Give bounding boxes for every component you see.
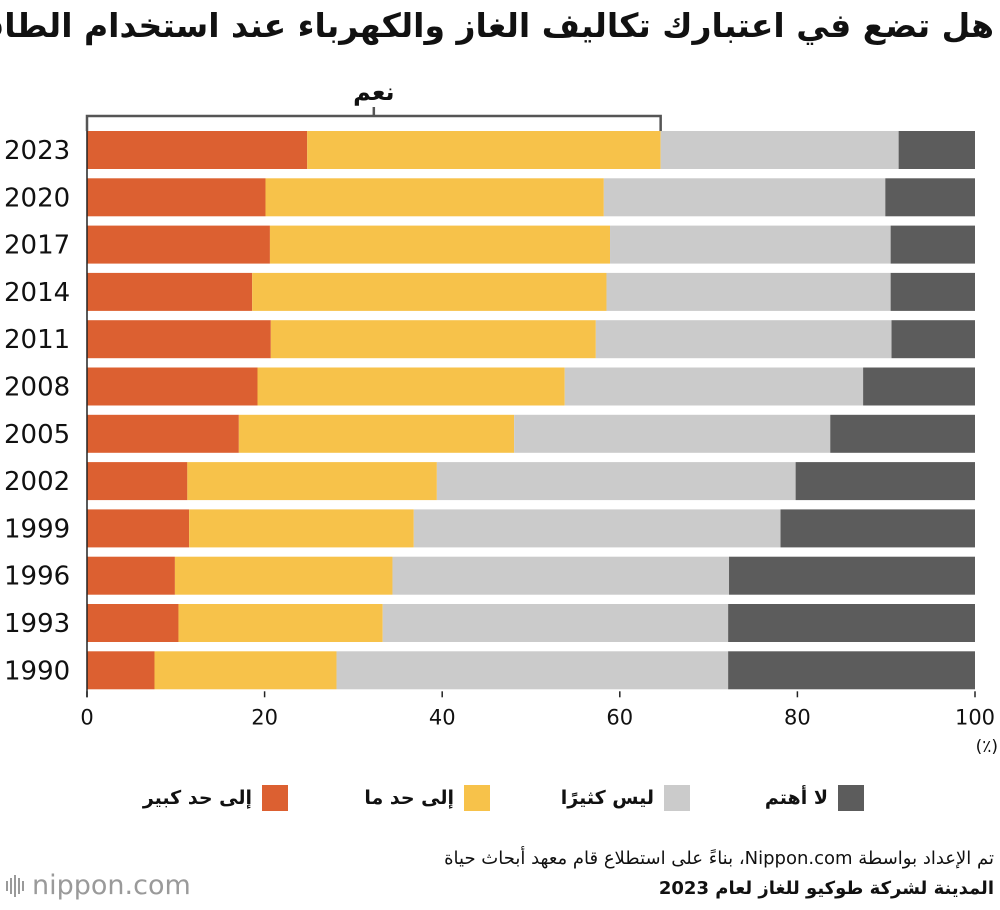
bar-segment xyxy=(87,178,266,217)
legend-item: إلى حد كبير xyxy=(143,780,288,816)
y-category-label: 2017 xyxy=(4,231,70,261)
bar-segment xyxy=(87,367,258,406)
bar-segment xyxy=(595,320,892,359)
bar-segment xyxy=(891,320,975,359)
nippon-logo: nippon.com xyxy=(6,870,191,901)
bar-segment xyxy=(87,320,271,359)
bar-segment xyxy=(728,651,975,690)
bar-segment xyxy=(514,414,831,453)
bar-segment xyxy=(189,509,414,548)
y-category-label: 2020 xyxy=(4,183,70,213)
y-category-label: 1993 xyxy=(4,609,70,639)
y-category-label: 2014 xyxy=(4,278,70,308)
x-tick-label: 40 xyxy=(429,705,456,729)
bar-segment xyxy=(178,604,383,642)
bar-segment xyxy=(87,462,188,501)
source-note: تم الإعداد بواسطة Nippon.com، بناءً على … xyxy=(294,844,994,904)
bar-segment xyxy=(830,414,975,453)
y-category-label: 2023 xyxy=(4,136,70,166)
y-category-label: 2002 xyxy=(4,467,70,497)
y-category-label: 2011 xyxy=(4,325,70,355)
bar-segment xyxy=(795,462,975,501)
yes-bracket-label: نعم xyxy=(353,78,394,106)
bar-segment xyxy=(603,178,886,217)
bar-segment xyxy=(87,509,190,548)
bar-segment xyxy=(728,604,975,642)
bar-segment xyxy=(87,556,175,595)
x-tick-label: 100 xyxy=(955,705,995,729)
bar-segment xyxy=(863,367,975,406)
x-tick-label: 20 xyxy=(251,705,278,729)
bar-segment xyxy=(87,604,179,642)
logo-mark-icon xyxy=(6,874,26,897)
bar-segment xyxy=(87,131,308,169)
bar-segment xyxy=(87,225,270,264)
stacked-bar-chart: 0 20 40 60 80 100 (٪) 2023 2020 2017 2014 2011 2008 2… xyxy=(4,78,998,757)
source-line-1: تم الإعداد بواسطة Nippon.com، بناءً على … xyxy=(444,848,994,869)
bar-segment xyxy=(336,651,729,690)
bar-segment xyxy=(270,320,596,359)
bar-segment xyxy=(729,556,975,595)
y-category-label: 1990 xyxy=(4,656,70,686)
bar-segment xyxy=(87,414,239,453)
bar-segment xyxy=(660,131,899,169)
bar-segment xyxy=(252,272,607,311)
bar-segment xyxy=(154,651,337,690)
legend-swatch xyxy=(262,785,288,811)
legend-label: إلى حد ما xyxy=(364,787,454,809)
bar-segment xyxy=(392,556,730,595)
x-tick-label: 80 xyxy=(784,705,811,729)
y-category-label: 2008 xyxy=(4,373,70,403)
bar-segment xyxy=(238,414,515,453)
bar-segment xyxy=(610,225,891,264)
chart-title: هل تضع في اعتبارك تكاليف الغاز والكهرباء… xyxy=(0,6,994,45)
bar-segment xyxy=(87,272,253,311)
bar-segment xyxy=(436,462,796,501)
logo-text: nippon.com xyxy=(32,870,191,901)
bar-segment xyxy=(564,367,864,406)
bar-segment xyxy=(382,604,729,642)
bar-segment xyxy=(269,225,611,264)
bar-segment xyxy=(885,178,975,217)
source-line-2: المدينة لشركة طوكيو للغاز لعام 2023 xyxy=(658,878,994,899)
yes-bracket xyxy=(85,114,662,131)
legend-swatch xyxy=(464,785,490,811)
x-tick-label: 60 xyxy=(606,705,633,729)
legend-label: إلى حد كبير xyxy=(142,787,252,809)
bar-segment xyxy=(413,509,781,548)
bar-segment xyxy=(606,272,891,311)
bar-segment xyxy=(174,556,393,595)
bar-segment xyxy=(265,178,604,217)
legend-item: إلى حد ما xyxy=(364,780,490,816)
legend-swatch xyxy=(838,785,864,811)
x-axis-unit-label: (٪) xyxy=(976,737,998,757)
bar-segment xyxy=(307,131,661,169)
legend-label: لا أهتم xyxy=(764,787,828,809)
bar-segment xyxy=(890,225,975,264)
bar-segment xyxy=(890,272,975,311)
legend-swatch xyxy=(664,785,690,811)
bar-segment xyxy=(257,367,565,406)
legend-label: ليس كثيرًا xyxy=(560,787,654,809)
bar-segment xyxy=(898,131,975,169)
bar-segment xyxy=(780,509,975,548)
y-category-label: 1996 xyxy=(4,562,70,592)
x-tick-label: 0 xyxy=(80,705,93,729)
legend-item: لا أهتم xyxy=(765,780,864,816)
y-category-label: 2005 xyxy=(4,420,70,450)
bar-segment xyxy=(187,462,437,501)
legend-item: ليس كثيرًا xyxy=(561,780,690,816)
y-category-label: 1999 xyxy=(4,514,70,544)
bar-segment xyxy=(87,651,155,690)
